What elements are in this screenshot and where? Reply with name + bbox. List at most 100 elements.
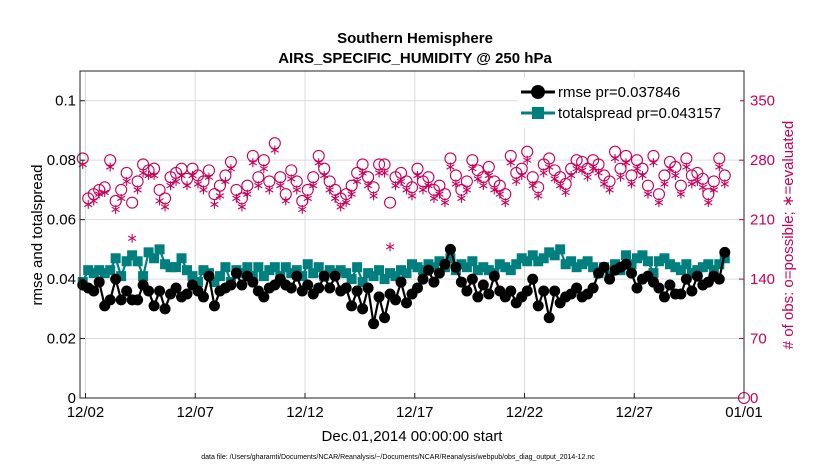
totalspread-marker	[407, 259, 417, 270]
obs-evaluated-marker	[309, 181, 318, 191]
obs-evaluated-marker	[506, 158, 515, 168]
obs-evaluated-marker	[243, 189, 252, 199]
obs-evaluated-marker	[171, 176, 181, 186]
left-tick-label: 0.02	[47, 331, 76, 348]
obs-evaluated-marker	[330, 193, 340, 203]
obs-evaluated-marker	[484, 170, 494, 180]
rmse-marker	[230, 267, 242, 279]
totalspread-marker	[708, 265, 719, 276]
rmse-marker	[346, 300, 358, 312]
totalspread-marker	[544, 247, 555, 258]
obs-evaluated-marker	[155, 196, 164, 206]
chart-title: Southern Hemisphere	[337, 30, 493, 47]
rmse-marker	[521, 285, 533, 297]
rmse-marker	[329, 270, 341, 282]
obs-evaluated-marker	[435, 189, 444, 199]
totalspread-marker	[456, 259, 467, 270]
totalspread-marker	[269, 262, 280, 273]
obs-evaluated-marker	[588, 164, 598, 174]
rmse-marker	[439, 258, 451, 270]
totalspread-marker	[659, 253, 670, 264]
rmse-marker	[455, 276, 467, 288]
rmse-marker	[225, 279, 237, 291]
rmse-marker	[208, 300, 220, 312]
totalspread-marker	[127, 250, 138, 261]
obs-evaluated-marker	[424, 181, 433, 191]
obs-evaluated-marker	[572, 164, 581, 174]
obs-evaluated-marker	[616, 172, 625, 182]
totalspread-marker	[105, 265, 116, 276]
totalspread-marker	[697, 262, 708, 273]
obs-evaluated-marker	[237, 202, 247, 212]
totalspread-marker	[478, 262, 489, 273]
obs-evaluated-marker	[122, 176, 131, 186]
obs-evaluated-marker	[599, 179, 609, 189]
totalspread-marker	[714, 259, 725, 270]
obs-evaluated-marker	[221, 176, 230, 186]
totalspread-marker	[675, 265, 686, 276]
totalspread-marker	[324, 265, 335, 276]
rmse-marker	[527, 273, 539, 285]
rmse-marker	[488, 270, 500, 282]
obs-evaluated-marker	[418, 185, 428, 195]
obs-evaluated-marker	[248, 158, 258, 168]
totalspread-marker	[374, 265, 385, 276]
obs-evaluated-marker	[385, 242, 395, 252]
left-tick-label: 0.06	[47, 212, 76, 229]
obs-evaluated-marker	[528, 181, 537, 191]
rmse-marker	[88, 285, 100, 297]
rmse-marker	[236, 279, 248, 291]
totalspread-marker	[182, 265, 193, 276]
right-tick-label: 210	[750, 212, 775, 229]
totalspread-marker	[719, 253, 730, 264]
rmse-marker	[154, 285, 166, 297]
rmse-marker	[285, 282, 297, 294]
obs-evaluated-marker	[550, 174, 559, 184]
rmse-marker	[401, 297, 413, 309]
obs-evaluated-marker	[259, 164, 269, 174]
rmse-marker	[373, 291, 385, 303]
legend-spread-label: totalspread pr=0.043157	[558, 105, 721, 122]
totalspread-marker	[472, 265, 483, 276]
rmse-marker	[626, 267, 638, 279]
rmse-marker	[357, 303, 369, 315]
chart-subtitle: AIRS_SPECIFIC_HUMIDITY @ 250 hPa	[278, 50, 552, 67]
rmse-marker	[340, 282, 352, 294]
rmse-marker	[422, 264, 434, 276]
obs-evaluated-marker	[105, 162, 115, 172]
totalspread-marker	[434, 256, 445, 267]
rmse-marker	[675, 288, 687, 300]
obs-evaluated-marker	[446, 162, 455, 172]
obs-evaluated-marker	[116, 193, 126, 203]
totalspread-marker	[242, 262, 253, 273]
obs-evaluated-marker	[341, 198, 351, 208]
obs-evaluated-marker	[407, 191, 417, 201]
rmse-marker	[417, 273, 429, 285]
obs-evaluated-marker	[594, 168, 603, 178]
totalspread-marker	[516, 253, 527, 264]
obs-evaluated-marker	[479, 181, 488, 191]
legend-rmse-marker	[531, 85, 545, 99]
rmse-marker	[362, 282, 374, 294]
rmse-marker	[461, 285, 473, 297]
obs-evaluated-marker	[709, 185, 719, 195]
obs-evaluated-marker	[643, 189, 653, 199]
obs-evaluated-marker	[583, 172, 592, 182]
obs-evaluated-marker	[555, 181, 565, 191]
obs-evaluated-marker	[566, 170, 576, 180]
rmse-marker	[203, 270, 215, 282]
obs-evaluated-marker	[325, 185, 334, 195]
obs-evaluated-marker	[177, 170, 186, 180]
left-axis-label: rmse and totalspread	[29, 165, 46, 306]
totalspread-marker	[264, 265, 275, 276]
rmse-series	[77, 243, 731, 330]
obs-evaluated-marker	[226, 164, 236, 174]
totalspread-marker	[116, 271, 127, 282]
totalspread-marker	[176, 253, 187, 264]
obs-evaluated-marker	[534, 191, 543, 201]
totalspread-marker	[703, 259, 714, 270]
axis-ticks: 12/02 12/07 12/12 12/17 12/22 12/27 01/0100.02…	[47, 93, 775, 421]
obs-evaluated-marker	[539, 168, 548, 178]
obs-evaluated-marker	[265, 185, 274, 195]
totalspread-marker	[686, 268, 697, 279]
